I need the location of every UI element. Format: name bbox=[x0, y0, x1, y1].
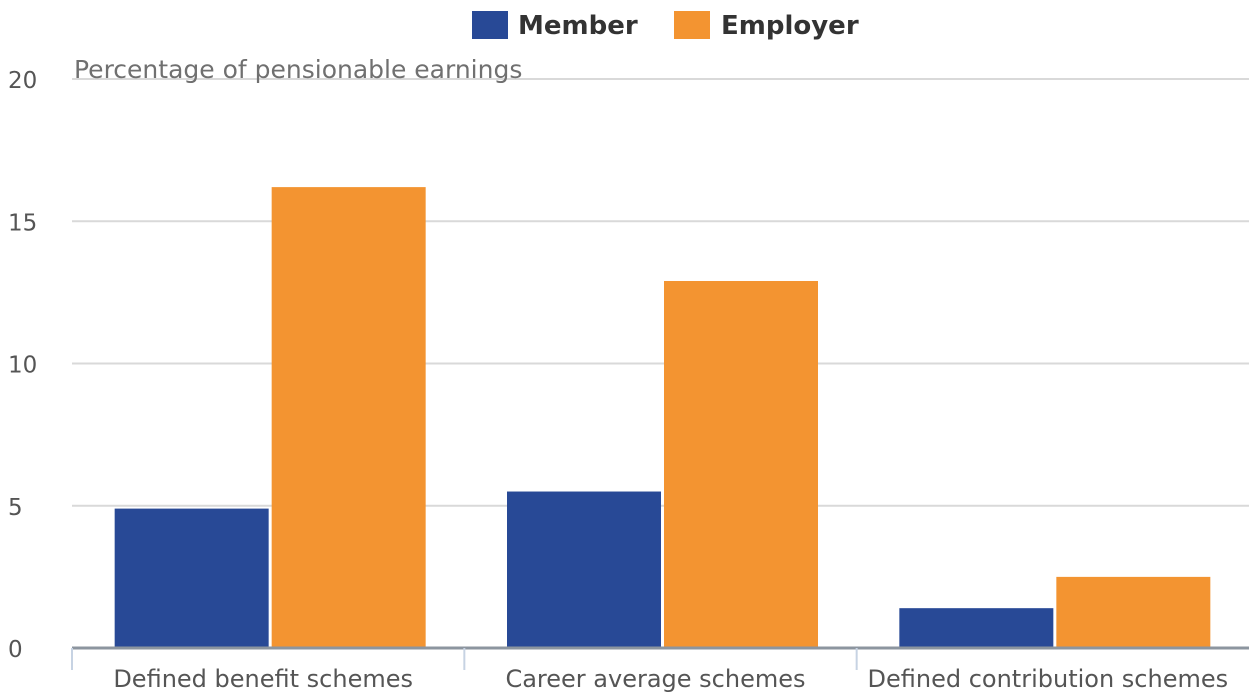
legend: Member Employer bbox=[472, 11, 859, 41]
legend-label-member: Member bbox=[518, 11, 638, 41]
x-tick-label: Career average schemes bbox=[505, 665, 805, 693]
y-tick-label: 5 bbox=[8, 495, 23, 521]
bar-member bbox=[114, 508, 269, 648]
bar-member bbox=[899, 608, 1054, 648]
bar-member bbox=[507, 491, 661, 648]
bar-employer bbox=[1056, 576, 1211, 648]
bar-employer bbox=[271, 187, 426, 649]
grid bbox=[72, 78, 1249, 507]
legend-label-employer: Employer bbox=[721, 11, 859, 41]
y-tick-label: 10 bbox=[8, 353, 37, 379]
y-axis-ticks: 0 5 10 15 20 bbox=[8, 68, 37, 663]
bar-employer bbox=[664, 280, 818, 648]
y-tick-label: 0 bbox=[8, 637, 23, 663]
y-axis-label: Percentage of pensionable earnings bbox=[74, 55, 522, 84]
y-tick-label: 15 bbox=[8, 210, 37, 236]
legend-swatch-employer bbox=[674, 11, 710, 39]
x-tick-label: Defined contribution schemes bbox=[868, 665, 1229, 693]
x-tick-label: Defined benefit schemes bbox=[113, 665, 413, 693]
legend-swatch-member bbox=[472, 11, 508, 39]
y-tick-label: 20 bbox=[8, 68, 37, 94]
bars bbox=[114, 187, 1211, 649]
x-axis: Defined benefit schemes Career average sc… bbox=[71, 646, 1249, 693]
